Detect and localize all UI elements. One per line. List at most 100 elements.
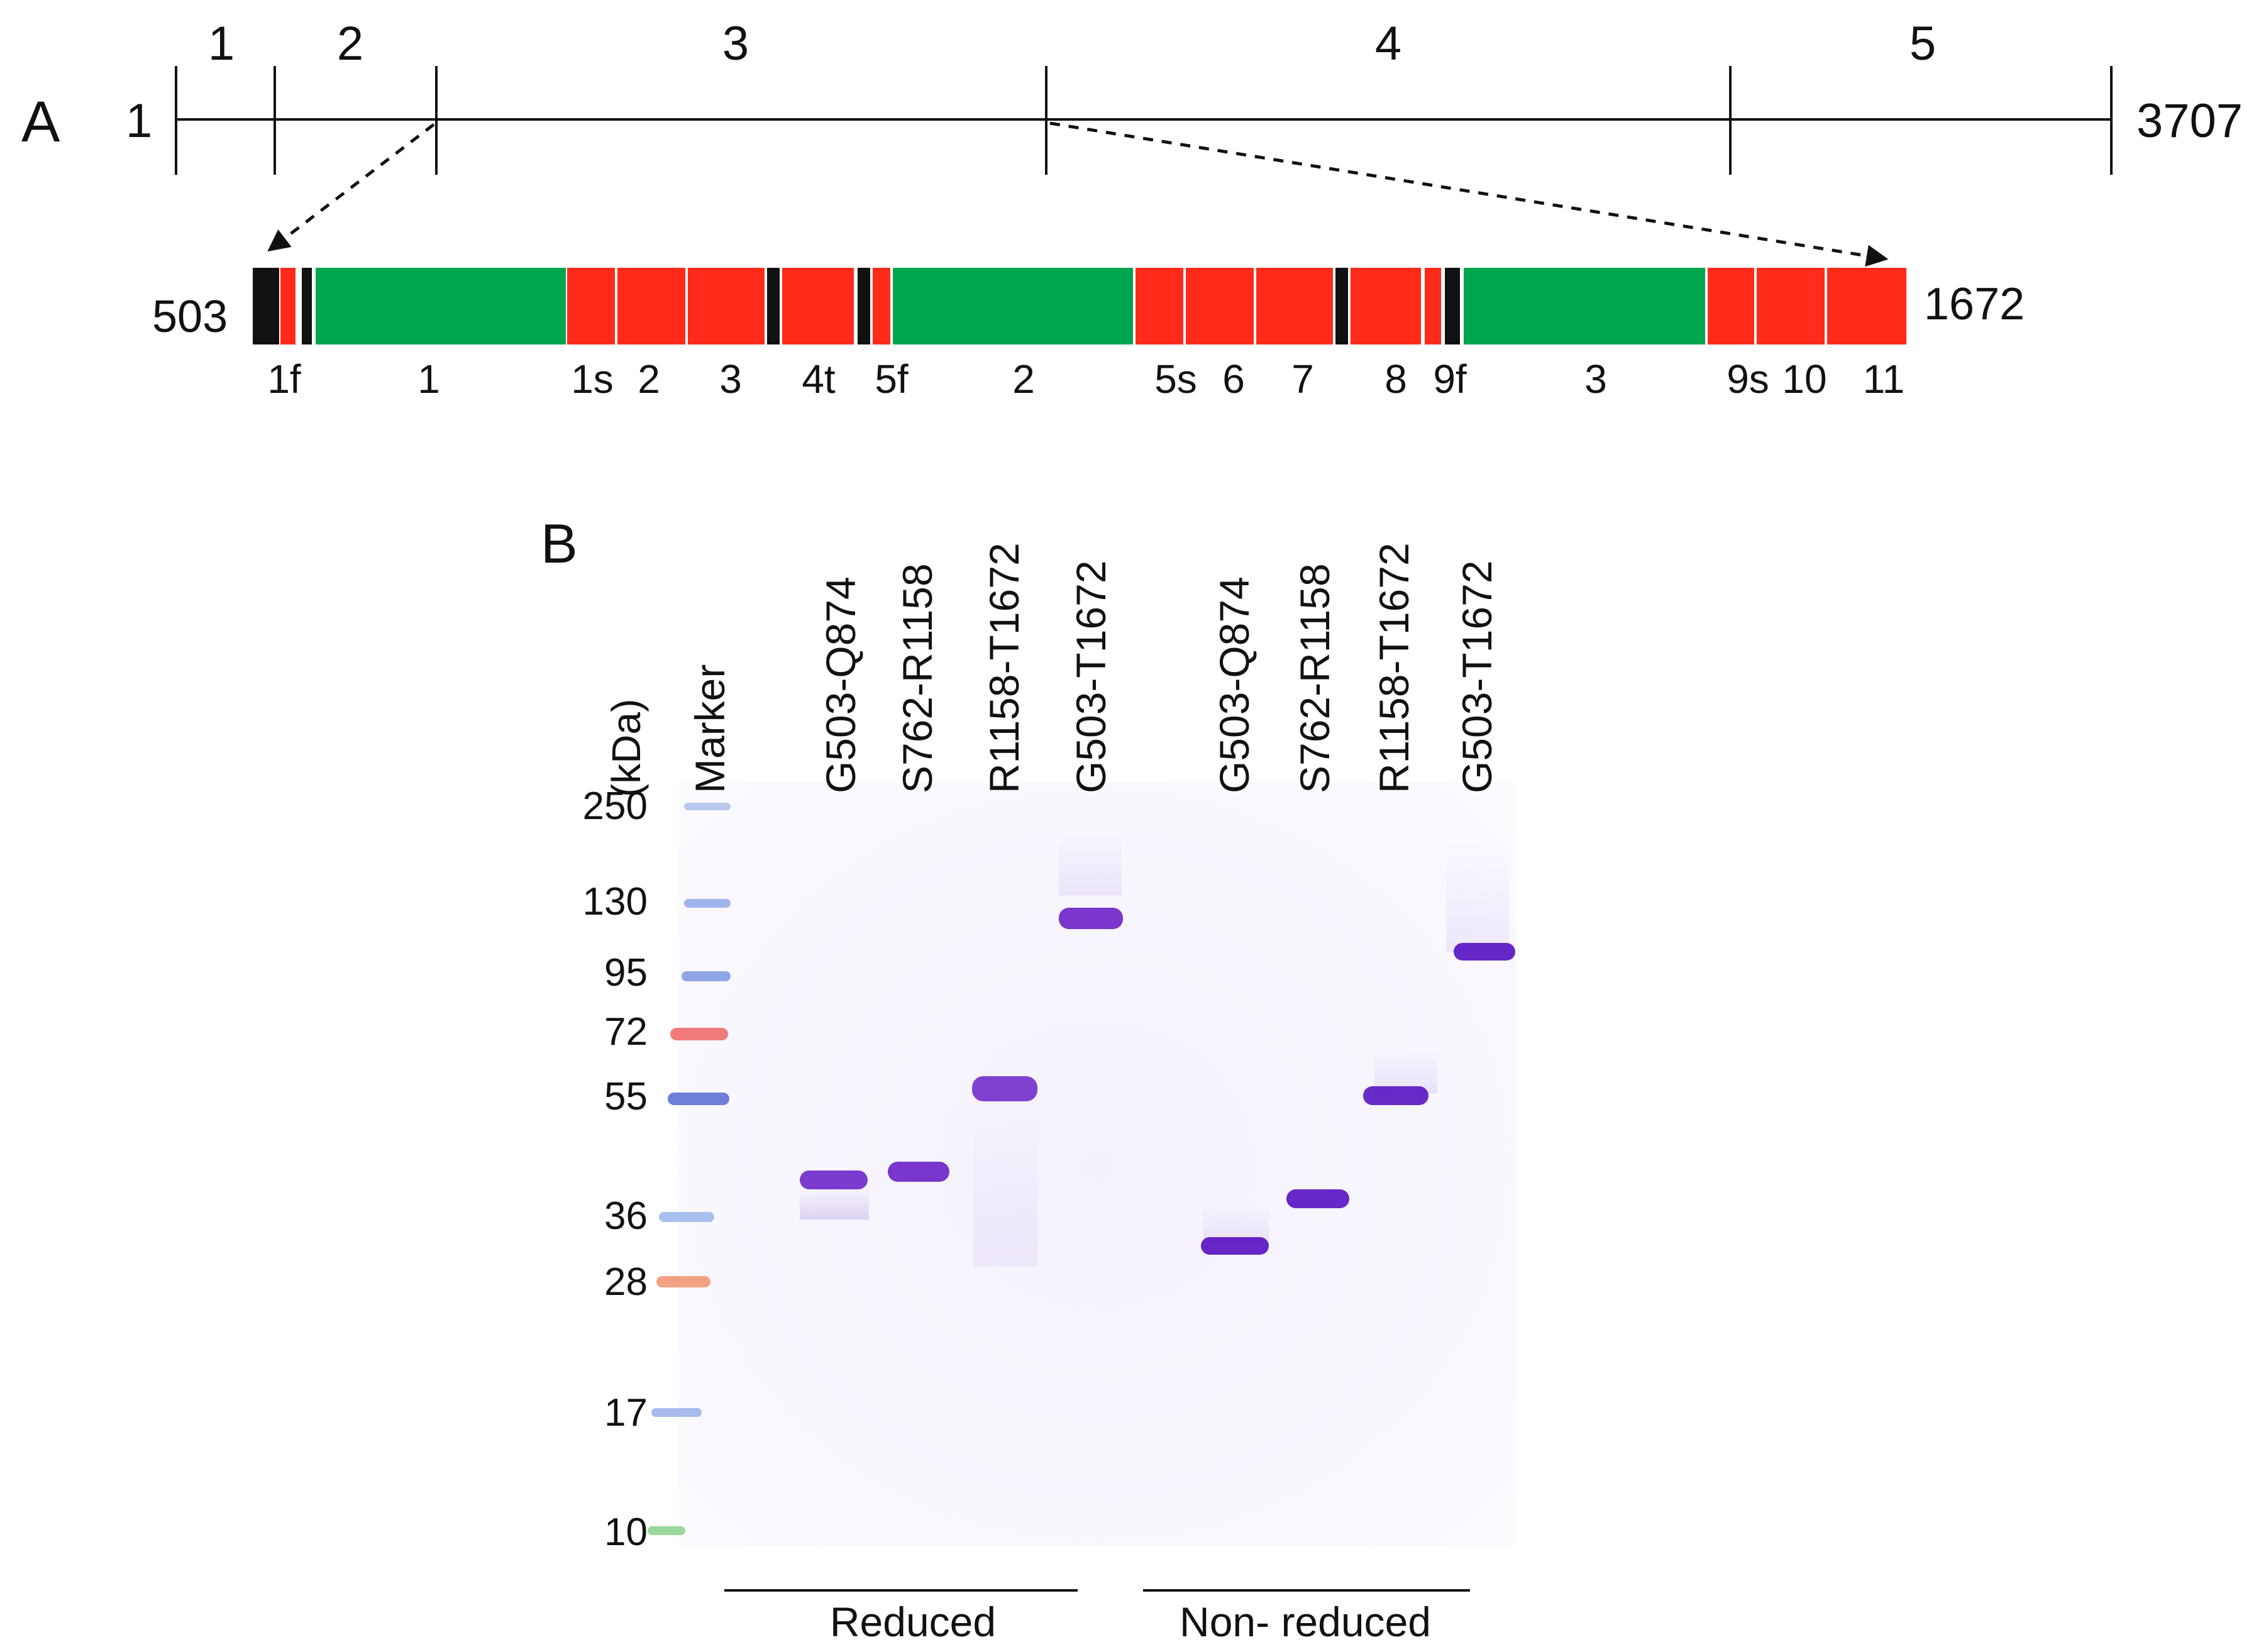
- segment-label: 2: [1012, 356, 1035, 402]
- protein-band-nonreduced-3: [1363, 1086, 1429, 1105]
- segment-label: 2: [638, 356, 660, 402]
- band-smear: [973, 1103, 1037, 1267]
- panel-a: A 1 3707 1 2 3 4 5: [21, 17, 2243, 402]
- segment-label: 9s: [1727, 356, 1769, 402]
- protein-band-nonreduced-2: [1286, 1189, 1349, 1208]
- segment-black: [1335, 268, 1348, 344]
- protein-bands: [800, 833, 1515, 1267]
- segment-labels: 1f 1 1s 2 3 4t 5f 2 5s 6 7 8 9f 3 9s 10 …: [267, 356, 1904, 402]
- marker-label: Marker: [687, 664, 733, 793]
- segment-red: [1708, 268, 1754, 344]
- segment-red: [567, 268, 615, 344]
- segment-label: 3: [1584, 356, 1607, 402]
- marker-size-labels: 250 130 95 72 55 36 28 17 10: [583, 785, 648, 1554]
- segment-label: 1s: [571, 356, 614, 402]
- panel-a-label: A: [21, 90, 60, 154]
- segment-label: 7: [1291, 356, 1314, 402]
- segment-label: 1: [417, 356, 440, 402]
- segment-label: 5s: [1154, 356, 1197, 402]
- segment-label: 4t: [802, 356, 836, 402]
- segment-label: 3: [719, 356, 742, 402]
- panel-b: B (kDa) Marker G503-Q874 S762-R1158 R115…: [541, 512, 1515, 1645]
- segment-red: [873, 268, 890, 344]
- unit-label: (kDa): [604, 699, 649, 797]
- axis-start-label: 1: [126, 94, 152, 148]
- marker-size-label: 130: [583, 880, 648, 923]
- protein-band-reduced-2: [888, 1162, 949, 1182]
- segment-red: [617, 268, 685, 344]
- segment-black: [253, 268, 279, 344]
- construct-start-label: 503: [152, 292, 228, 342]
- segment-black: [302, 268, 312, 344]
- protein-band-nonreduced-4: [1454, 943, 1515, 961]
- protein-band-reduced-4: [1059, 908, 1123, 929]
- axis-end-label: 3707: [2136, 94, 2243, 148]
- region-label: 4: [1375, 17, 1401, 70]
- lane-labels: G503-Q874 S762-R1158 R1158-T1672 G503-T1…: [817, 542, 1500, 793]
- band-smear: [800, 1188, 869, 1220]
- lane-label: G503-T1672: [1068, 560, 1114, 793]
- region-label: 5: [1910, 17, 1936, 70]
- marker-size-label: 28: [604, 1260, 648, 1304]
- marker-size-label: 72: [604, 1010, 648, 1054]
- gel-image: [679, 783, 1515, 1546]
- segment-red: [1256, 268, 1333, 344]
- segment-green: [316, 268, 566, 344]
- segment-label: 8: [1384, 356, 1407, 402]
- segment-green: [893, 268, 1133, 344]
- protein-band-reduced-3: [972, 1076, 1037, 1101]
- marker-size-label: 250: [583, 785, 648, 828]
- region-label: 1: [208, 17, 235, 70]
- panel-b-label: B: [541, 512, 578, 575]
- construct-end-label: 1672: [1924, 279, 2025, 329]
- segment-label: 9f: [1433, 356, 1467, 402]
- marker-size-label: 95: [604, 951, 648, 994]
- ladder-band: [651, 1408, 702, 1417]
- segment-red: [1186, 268, 1254, 344]
- segment-black: [858, 268, 870, 344]
- zoom-arrow-right: [1049, 121, 1889, 267]
- segment-black: [1445, 268, 1460, 344]
- ladder-band: [656, 1276, 710, 1287]
- protein-band-nonreduced-1: [1201, 1237, 1269, 1255]
- segment-red: [280, 268, 296, 344]
- ladder-band: [648, 1526, 685, 1535]
- segment-black: [767, 268, 780, 344]
- segment-label: 10: [1782, 356, 1827, 402]
- marker-size-label: 36: [604, 1194, 648, 1238]
- region-labels: 1 2 3 4 5: [208, 17, 1936, 70]
- segment-label: 6: [1222, 356, 1245, 402]
- segment-label: 1f: [267, 356, 301, 402]
- lane-label: S762-R1158: [1291, 563, 1338, 793]
- lane-label: G503-T1672: [1454, 560, 1500, 793]
- segment-red: [1827, 268, 1906, 344]
- segment-red: [1136, 268, 1183, 344]
- segment-red: [1757, 268, 1825, 344]
- protein-band-reduced-1: [800, 1170, 868, 1189]
- marker-ladder: [648, 803, 731, 1535]
- ladder-band: [684, 899, 731, 908]
- ladder-band: [682, 971, 731, 981]
- marker-size-label: 55: [604, 1075, 648, 1118]
- ladder-band: [659, 1212, 714, 1222]
- reduced-label: Reduced: [830, 1599, 996, 1645]
- segment-red: [782, 268, 854, 344]
- lane-label: R1158-T1672: [1371, 542, 1417, 793]
- segment-green: [1464, 268, 1705, 344]
- segment-red: [1425, 268, 1441, 344]
- region-label: 2: [337, 17, 363, 70]
- lane-label: G503-Q874: [817, 576, 864, 793]
- lane-label: S762-R1158: [894, 563, 941, 793]
- segment-label: 11: [1863, 356, 1904, 402]
- ladder-band: [670, 1028, 728, 1040]
- ladder-band: [684, 803, 731, 810]
- segment-red: [688, 268, 765, 344]
- nonreduced-label: Non- reduced: [1180, 1599, 1431, 1645]
- marker-size-label: 10: [604, 1511, 648, 1554]
- marker-size-label: 17: [604, 1391, 648, 1434]
- axis-ticks: [175, 66, 2113, 175]
- band-smear: [1446, 842, 1509, 952]
- segment-red: [1351, 268, 1421, 344]
- construct-bar: [253, 268, 1906, 344]
